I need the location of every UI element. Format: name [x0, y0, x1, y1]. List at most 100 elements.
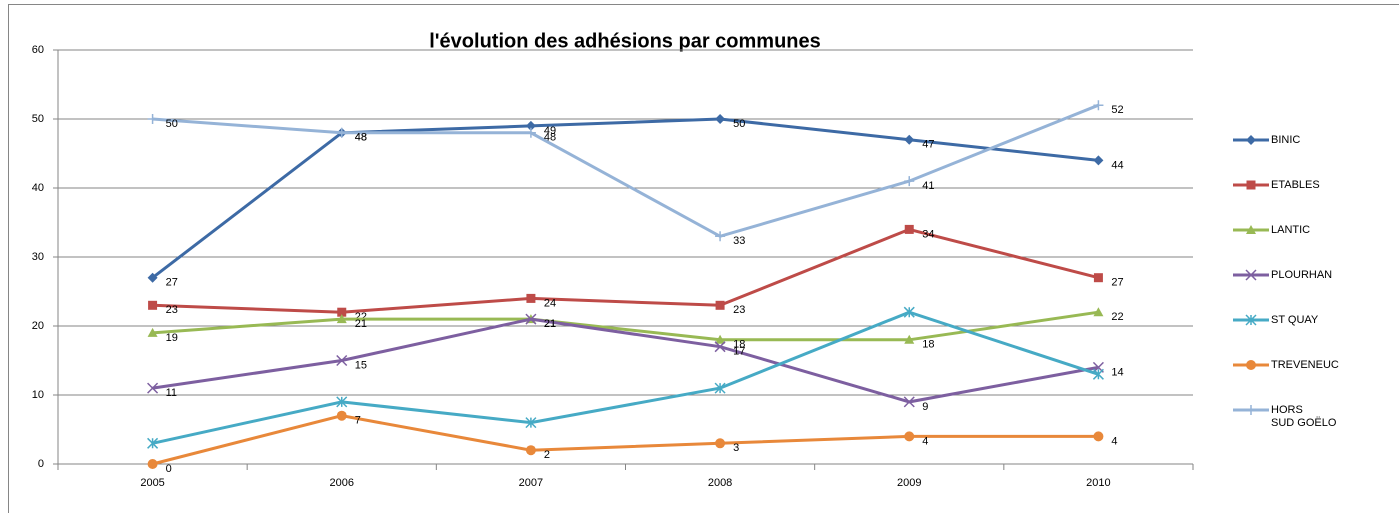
marker: [1093, 155, 1104, 166]
legend-icon: [1233, 225, 1269, 234]
data-label: 33: [733, 235, 745, 247]
legend-marker: [1246, 360, 1256, 370]
marker: [336, 396, 348, 408]
marker: [1093, 307, 1104, 317]
y-tick-label: 0: [38, 458, 44, 470]
marker: [715, 231, 726, 242]
marker: [1093, 100, 1104, 111]
data-label: 9: [922, 401, 928, 413]
data-label: 2: [544, 449, 550, 461]
data-label: 48: [355, 132, 367, 144]
data-label: 14: [1111, 366, 1123, 378]
marker: [525, 313, 537, 325]
y-tick-label: 40: [32, 182, 44, 194]
data-label: 4: [922, 435, 928, 447]
legend-item: BINIC: [1233, 130, 1339, 175]
series: [147, 306, 1104, 449]
marker: [148, 300, 158, 310]
legend: BINIC ETABLES LANTIC PLOURHAN ST QUAY TREVENE…: [1233, 130, 1339, 445]
legend-label: BINIC: [1271, 134, 1301, 146]
series: [147, 100, 1104, 242]
data-label: 23: [166, 304, 178, 316]
legend-item: ETABLES: [1233, 175, 1339, 220]
marker: [904, 134, 915, 145]
data-label: 27: [166, 277, 178, 289]
marker: [147, 459, 158, 469]
marker: [525, 445, 536, 456]
data-label: 21: [544, 318, 556, 330]
legend-icon: [1233, 135, 1269, 145]
legend-item: PLOURHAN: [1233, 265, 1339, 310]
chart-border: [8, 4, 1399, 513]
marker: [903, 306, 915, 318]
series-line: [151, 117, 1099, 279]
marker: [904, 176, 915, 187]
data-label: 44: [1111, 159, 1123, 171]
marker: [336, 354, 348, 367]
marker: [714, 382, 726, 394]
marker: [904, 224, 914, 234]
data-label: 47: [922, 139, 934, 151]
marker: [147, 382, 159, 394]
legend-icon: [1233, 180, 1269, 190]
y-tick-label: 20: [32, 320, 44, 332]
legend-label: ETABLES: [1271, 179, 1320, 191]
marker: [147, 327, 158, 337]
data-label: 48: [355, 132, 367, 144]
marker: [336, 127, 347, 138]
data-label: 7: [355, 415, 361, 427]
legend-label: HORS SUD GOËLO: [1271, 404, 1337, 429]
marker: [715, 334, 726, 344]
data-label: 21: [355, 318, 367, 330]
marker: [147, 114, 158, 124]
legend-label: ST QUAY: [1271, 314, 1319, 326]
series-line: [152, 103, 1099, 238]
legend-marker: [1246, 180, 1256, 190]
legend-marker: [1245, 269, 1257, 281]
data-label: 18: [733, 339, 745, 351]
marker: [336, 314, 347, 324]
series-line: [152, 414, 1099, 466]
data-label: 17: [733, 346, 745, 358]
legend-item: TREVENEUC: [1233, 355, 1339, 400]
marker: [714, 341, 726, 353]
y-tick-label: 30: [32, 251, 44, 263]
marker: [337, 307, 347, 317]
chart-title: l'évolution des adhésions par communes: [429, 30, 821, 52]
x-tick-label: 2008: [708, 477, 732, 489]
x-tick-label: 2006: [330, 477, 354, 489]
data-label: 15: [355, 359, 367, 371]
data-label: 19: [166, 332, 178, 344]
legend-icon: [1233, 360, 1269, 370]
legend-item: HORS SUD GOËLO: [1233, 400, 1339, 445]
series: [148, 224, 1103, 317]
x-tick-label: 2007: [519, 477, 543, 489]
marker: [147, 437, 159, 449]
legend-icon: [1233, 405, 1269, 415]
marker: [715, 114, 726, 124]
data-label: 0: [166, 463, 172, 475]
marker: [526, 293, 536, 303]
y-tick-label: 50: [32, 113, 44, 125]
data-label: 52: [1111, 104, 1123, 116]
legend-item: ST QUAY: [1233, 310, 1339, 355]
series-line: [152, 310, 1099, 342]
marker: [715, 438, 726, 449]
marker: [1093, 273, 1103, 283]
legend-icon: [1233, 314, 1269, 326]
legend-label: TREVENEUC: [1271, 359, 1339, 371]
series-line: [152, 310, 1099, 445]
marker: [1093, 431, 1104, 442]
legend-marker: [1246, 225, 1256, 234]
series-line: [152, 317, 1099, 404]
legend-label: PLOURHAN: [1271, 269, 1333, 281]
data-label: 50: [166, 118, 178, 130]
data-label: 11: [166, 387, 177, 399]
data-label: 4: [1111, 435, 1117, 447]
marker: [147, 272, 158, 283]
marker: [336, 410, 347, 421]
marker: [903, 396, 915, 408]
data-label: 50: [733, 118, 745, 130]
